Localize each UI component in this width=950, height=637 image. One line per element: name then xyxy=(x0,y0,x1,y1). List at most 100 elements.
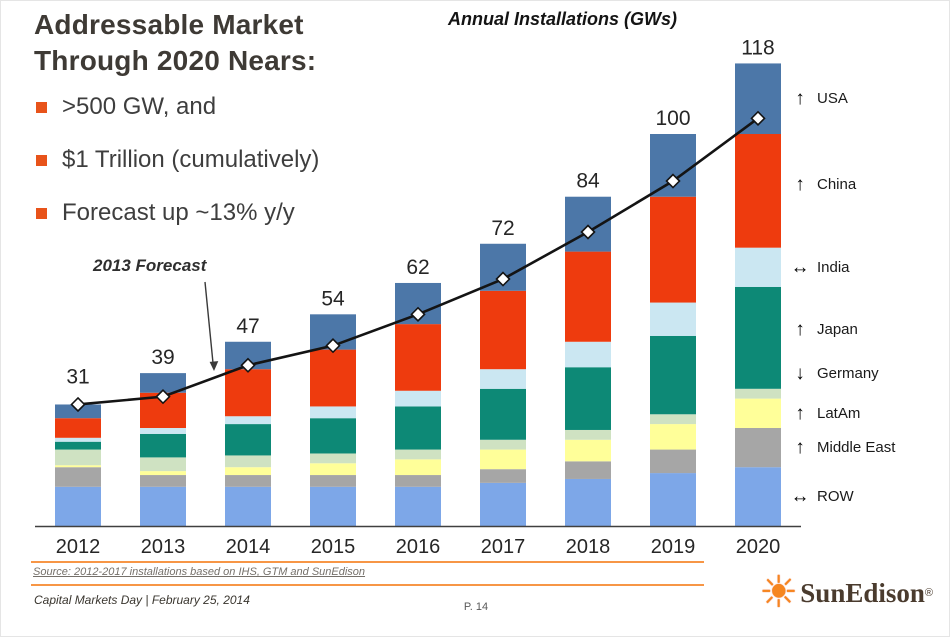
x-axis-label-2016: 2016 xyxy=(396,536,441,558)
x-axis-label-2020: 2020 xyxy=(736,536,781,558)
bar-total-2019: 100 xyxy=(655,107,690,130)
source-note: Source: 2012-2017 installations based on… xyxy=(33,566,366,578)
x-axis-label-2017: 2017 xyxy=(481,536,526,558)
registered-mark: ® xyxy=(924,587,933,599)
bar-segment-2013-row xyxy=(140,486,186,526)
x-axis-label-2015: 2015 xyxy=(311,536,356,558)
x-axis-label-2019: 2019 xyxy=(651,536,696,558)
legend-label: India xyxy=(817,258,850,276)
bar-segment-2019-middle-east xyxy=(650,449,696,474)
legend-entry-latam: ↑ LatAm xyxy=(789,401,860,425)
bar-segment-2019-japan xyxy=(650,335,696,415)
bar-2019 xyxy=(650,134,696,526)
bar-2015 xyxy=(310,314,356,526)
bar-segment-2018-india xyxy=(565,341,611,368)
legend-label: LatAm xyxy=(817,404,861,422)
bar-total-2014: 47 xyxy=(236,315,259,338)
legend-entry-india: ↔ India xyxy=(789,255,850,279)
bar-2017 xyxy=(480,243,526,526)
chart-title: Annual Installations (GWs) xyxy=(448,9,678,29)
forecast-marker-2016 xyxy=(410,306,426,322)
bar-segment-2015-row xyxy=(310,486,356,526)
forecast-marker-2014 xyxy=(240,357,256,373)
bar-segment-2016-china xyxy=(395,324,441,391)
legend-label: China xyxy=(817,176,857,194)
bar-segment-2012-germany xyxy=(55,449,101,466)
x-axis-label-2012: 2012 xyxy=(56,536,101,558)
bar-segment-2016-latam xyxy=(395,459,441,476)
legend-entry-china: ↑ China xyxy=(789,173,856,197)
legend-label: ROW xyxy=(817,488,854,506)
annotation-arrow-line xyxy=(204,281,214,364)
bar-segment-2018-latam xyxy=(565,439,611,462)
bullet-square-icon xyxy=(36,154,47,166)
bar-segment-2015-china xyxy=(310,349,356,407)
bar-segment-2020-germany xyxy=(735,388,781,399)
bar-2020 xyxy=(735,63,781,526)
bar-segment-2019-row xyxy=(650,473,696,526)
bar-segment-2015-india xyxy=(310,406,356,419)
bar-segment-2017-germany xyxy=(480,439,526,450)
event-caption: Capital Markets Day | February 25, 2014 xyxy=(34,593,250,607)
bar-segment-2012-middle-east xyxy=(55,467,101,487)
bar-total-2013: 39 xyxy=(151,346,174,369)
bullet-item-3: Forecast up ~13% y/y xyxy=(36,199,319,227)
bar-segment-2019-germany xyxy=(650,414,696,425)
forecast-marker-2019 xyxy=(665,173,681,189)
bar-segment-2015-latam xyxy=(310,463,356,476)
bar-segment-2012-row xyxy=(55,486,101,526)
forecast-marker-2015 xyxy=(325,338,341,354)
bar-segment-2017-row xyxy=(480,482,526,526)
forecast-marker-2020 xyxy=(750,110,766,126)
bar-total-2012: 31 xyxy=(66,365,89,388)
forecast-marker-2017 xyxy=(495,271,511,287)
bar-segment-2019-india xyxy=(650,302,696,336)
bar-segment-2020-japan xyxy=(735,286,781,389)
trend-up-arrow-icon: ↑ xyxy=(795,88,805,110)
legend-entry-usa: ↑ USA xyxy=(789,87,848,111)
bar-segment-2017-latam xyxy=(480,449,526,470)
bar-2012 xyxy=(55,404,101,526)
annotation-arrow-head-icon xyxy=(209,361,219,371)
bar-segment-2018-usa xyxy=(565,196,611,252)
legend-entry-row: ↔ ROW xyxy=(789,485,854,509)
bar-2013 xyxy=(140,373,186,526)
bar-total-2015: 54 xyxy=(321,287,345,310)
bar-segment-2012-latam xyxy=(55,465,101,468)
sunedison-logo: ☀ SunEdison ® xyxy=(759,571,933,615)
bar-2014 xyxy=(225,341,271,526)
bullet-item-2: $1 Trillion (cumulatively) xyxy=(36,146,319,174)
bar-segment-2018-row xyxy=(565,478,611,526)
bar-segment-2016-middle-east xyxy=(395,475,441,487)
forecast-marker-2012 xyxy=(70,396,86,413)
forecast-marker-2013 xyxy=(155,389,171,405)
bar-segment-2014-row xyxy=(225,486,271,526)
bar-segment-2016-japan xyxy=(395,406,441,450)
bullet-square-icon xyxy=(36,101,47,113)
bar-segment-2015-germany xyxy=(310,453,356,464)
bar-segment-2018-germany xyxy=(565,429,611,440)
bar-total-2017: 72 xyxy=(491,217,514,240)
legend-entry-middle-east: ↑ Middle East xyxy=(789,436,895,460)
bar-segment-2013-india xyxy=(140,428,186,434)
bar-segment-2013-germany xyxy=(140,457,186,472)
forecast-marker-2018 xyxy=(580,224,596,240)
bar-segment-2013-latam xyxy=(140,471,186,476)
bar-segment-2017-india xyxy=(480,369,526,389)
bar-segment-2014-latam xyxy=(225,467,271,476)
bar-segment-2014-middle-east xyxy=(225,475,271,487)
bullet-square-icon xyxy=(36,207,47,219)
bullet-list: >500 GW, and $1 Trillion (cumulatively) … xyxy=(36,93,319,252)
bar-segment-2012-india xyxy=(55,437,101,442)
bar-segment-2018-middle-east xyxy=(565,461,611,479)
bar-segment-2016-row xyxy=(395,486,441,526)
bar-segment-2015-middle-east xyxy=(310,475,356,487)
bar-segment-2020-china xyxy=(735,134,781,248)
bar-segment-2012-china xyxy=(55,418,101,438)
forecast-annotation-label: 2013 Forecast xyxy=(93,256,207,275)
bullet-text: >500 GW, and xyxy=(62,93,217,120)
bar-segment-2014-china xyxy=(225,369,271,417)
trend-down-arrow-icon: ↓ xyxy=(795,363,805,385)
